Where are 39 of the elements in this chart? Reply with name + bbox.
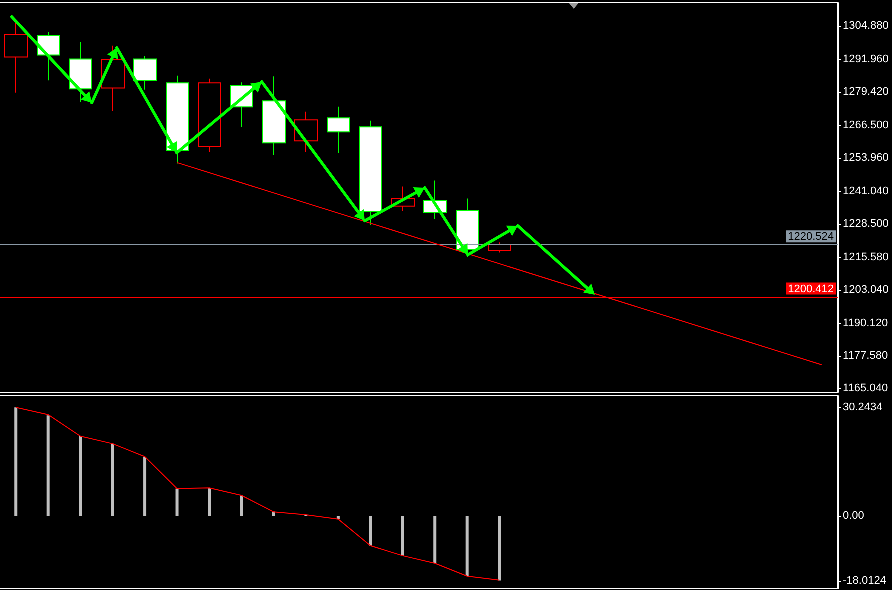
y-tick-label: 1165.040 <box>843 382 888 394</box>
bar <box>79 436 82 516</box>
candlestick <box>198 78 221 152</box>
candlestick <box>69 41 92 104</box>
candlestick <box>133 55 157 90</box>
y-tick-label: 1215.580 <box>843 251 889 264</box>
y-tick-label: 1190.120 <box>843 317 888 330</box>
candlestick <box>488 242 511 254</box>
y-tick-label: 1253.960 <box>843 152 889 164</box>
bar <box>46 416 50 516</box>
bar <box>111 444 114 516</box>
ref-line-label: 1220.524 <box>788 231 834 244</box>
bar <box>434 516 437 564</box>
line-series <box>16 407 500 581</box>
bar <box>401 516 404 556</box>
candlestick <box>4 21 28 94</box>
y-tick-label: 1203.040 <box>843 284 889 296</box>
bar <box>466 516 469 576</box>
y-tick-label: 1266.500 <box>843 119 889 132</box>
bar <box>144 457 147 516</box>
y-tick-label: 0.00 <box>843 510 864 522</box>
bar <box>176 488 179 516</box>
y-tick-label: 1177.580 <box>843 350 888 362</box>
y-tick-label: -18.0124 <box>843 574 886 587</box>
y-tick-label: 1291.960 <box>843 53 889 66</box>
bar <box>240 496 244 516</box>
ref-line-label: 1200.412 <box>788 283 834 296</box>
bar <box>14 408 18 516</box>
bar <box>498 516 502 581</box>
y-tick-label: 1279.420 <box>843 86 889 98</box>
y-tick-label: 1228.500 <box>843 218 889 230</box>
bar <box>369 516 372 546</box>
candlestick <box>327 106 350 154</box>
candlestick <box>37 31 60 82</box>
y-tick-label: 30.2434 <box>843 402 883 414</box>
candlestick <box>166 75 189 164</box>
y-tick-label: 1241.040 <box>843 185 889 198</box>
bar <box>208 488 211 516</box>
y-tick-label: 1304.880 <box>843 20 889 32</box>
